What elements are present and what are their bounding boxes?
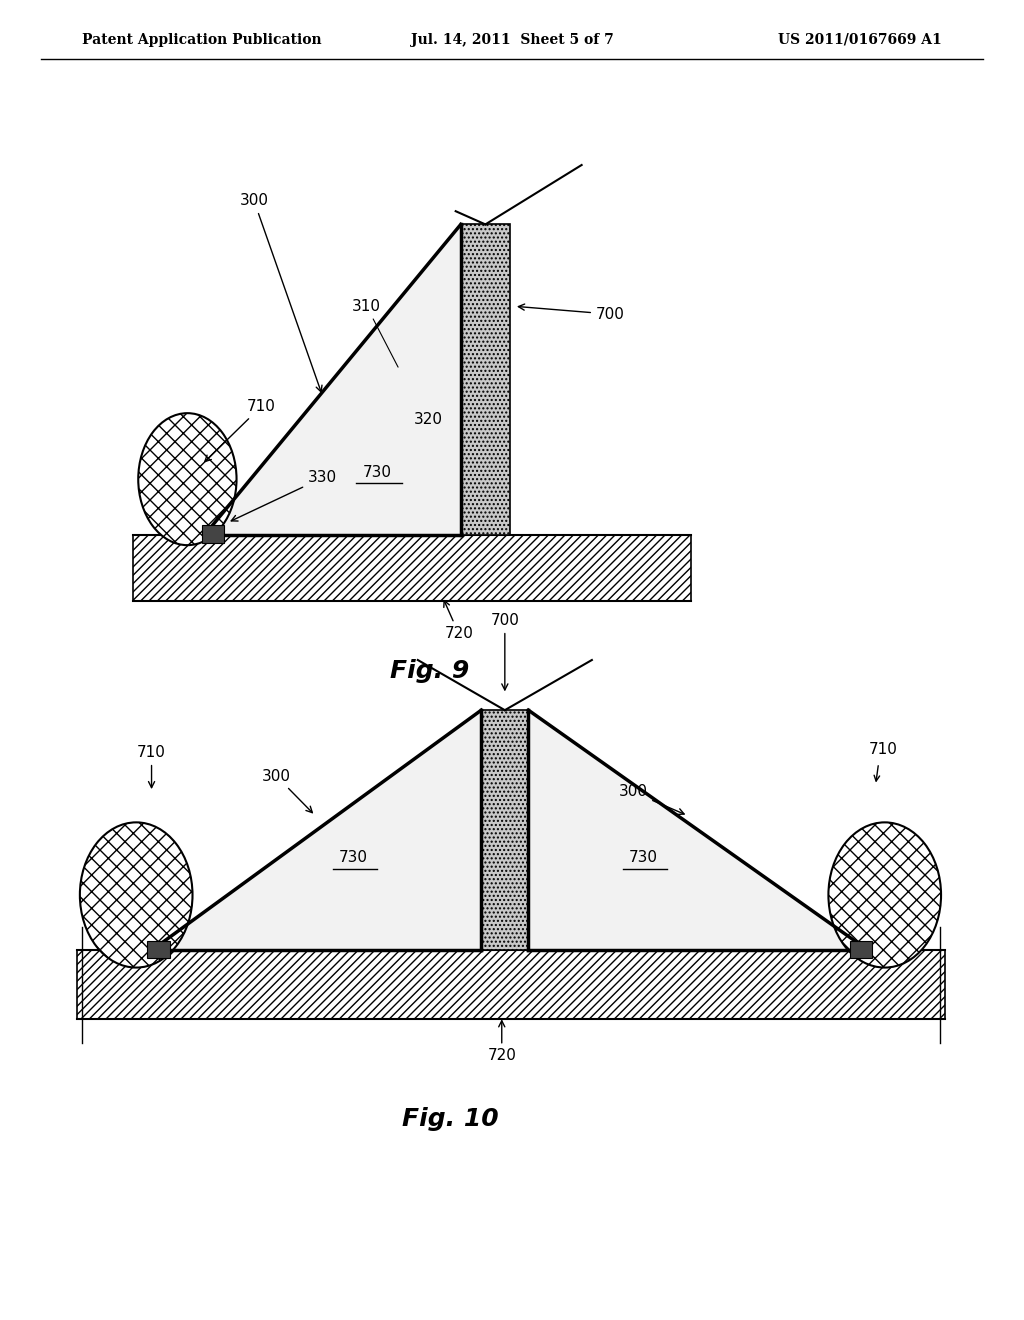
Text: 300: 300 [618, 784, 684, 814]
Polygon shape [152, 710, 481, 950]
Text: Patent Application Publication: Patent Application Publication [82, 33, 322, 46]
Text: US 2011/0167669 A1: US 2011/0167669 A1 [778, 33, 942, 46]
Text: 730: 730 [339, 850, 368, 866]
FancyBboxPatch shape [77, 950, 945, 1019]
Polygon shape [528, 710, 868, 950]
FancyBboxPatch shape [850, 941, 872, 958]
Text: Fig. 10: Fig. 10 [402, 1107, 499, 1131]
Text: 720: 720 [443, 601, 473, 642]
Text: 320: 320 [414, 412, 442, 428]
Ellipse shape [138, 413, 237, 545]
Text: 310: 310 [352, 298, 398, 367]
Text: 710: 710 [205, 399, 275, 462]
Text: 720: 720 [487, 1020, 516, 1064]
FancyBboxPatch shape [202, 525, 224, 543]
FancyBboxPatch shape [461, 224, 510, 535]
Polygon shape [205, 224, 461, 535]
Text: 700: 700 [490, 612, 519, 690]
Ellipse shape [80, 822, 193, 968]
FancyBboxPatch shape [133, 535, 691, 601]
Text: 730: 730 [362, 465, 391, 480]
Text: 330: 330 [231, 470, 337, 521]
Text: 730: 730 [629, 850, 657, 866]
Text: 700: 700 [518, 304, 625, 322]
Text: Fig. 9: Fig. 9 [390, 659, 470, 682]
FancyBboxPatch shape [147, 941, 170, 958]
Ellipse shape [828, 822, 941, 968]
Text: 710: 710 [137, 744, 166, 788]
Text: 710: 710 [868, 742, 897, 758]
Text: 300: 300 [262, 768, 312, 813]
Text: Jul. 14, 2011  Sheet 5 of 7: Jul. 14, 2011 Sheet 5 of 7 [411, 33, 613, 46]
Text: 300: 300 [240, 193, 322, 392]
FancyBboxPatch shape [481, 710, 528, 950]
